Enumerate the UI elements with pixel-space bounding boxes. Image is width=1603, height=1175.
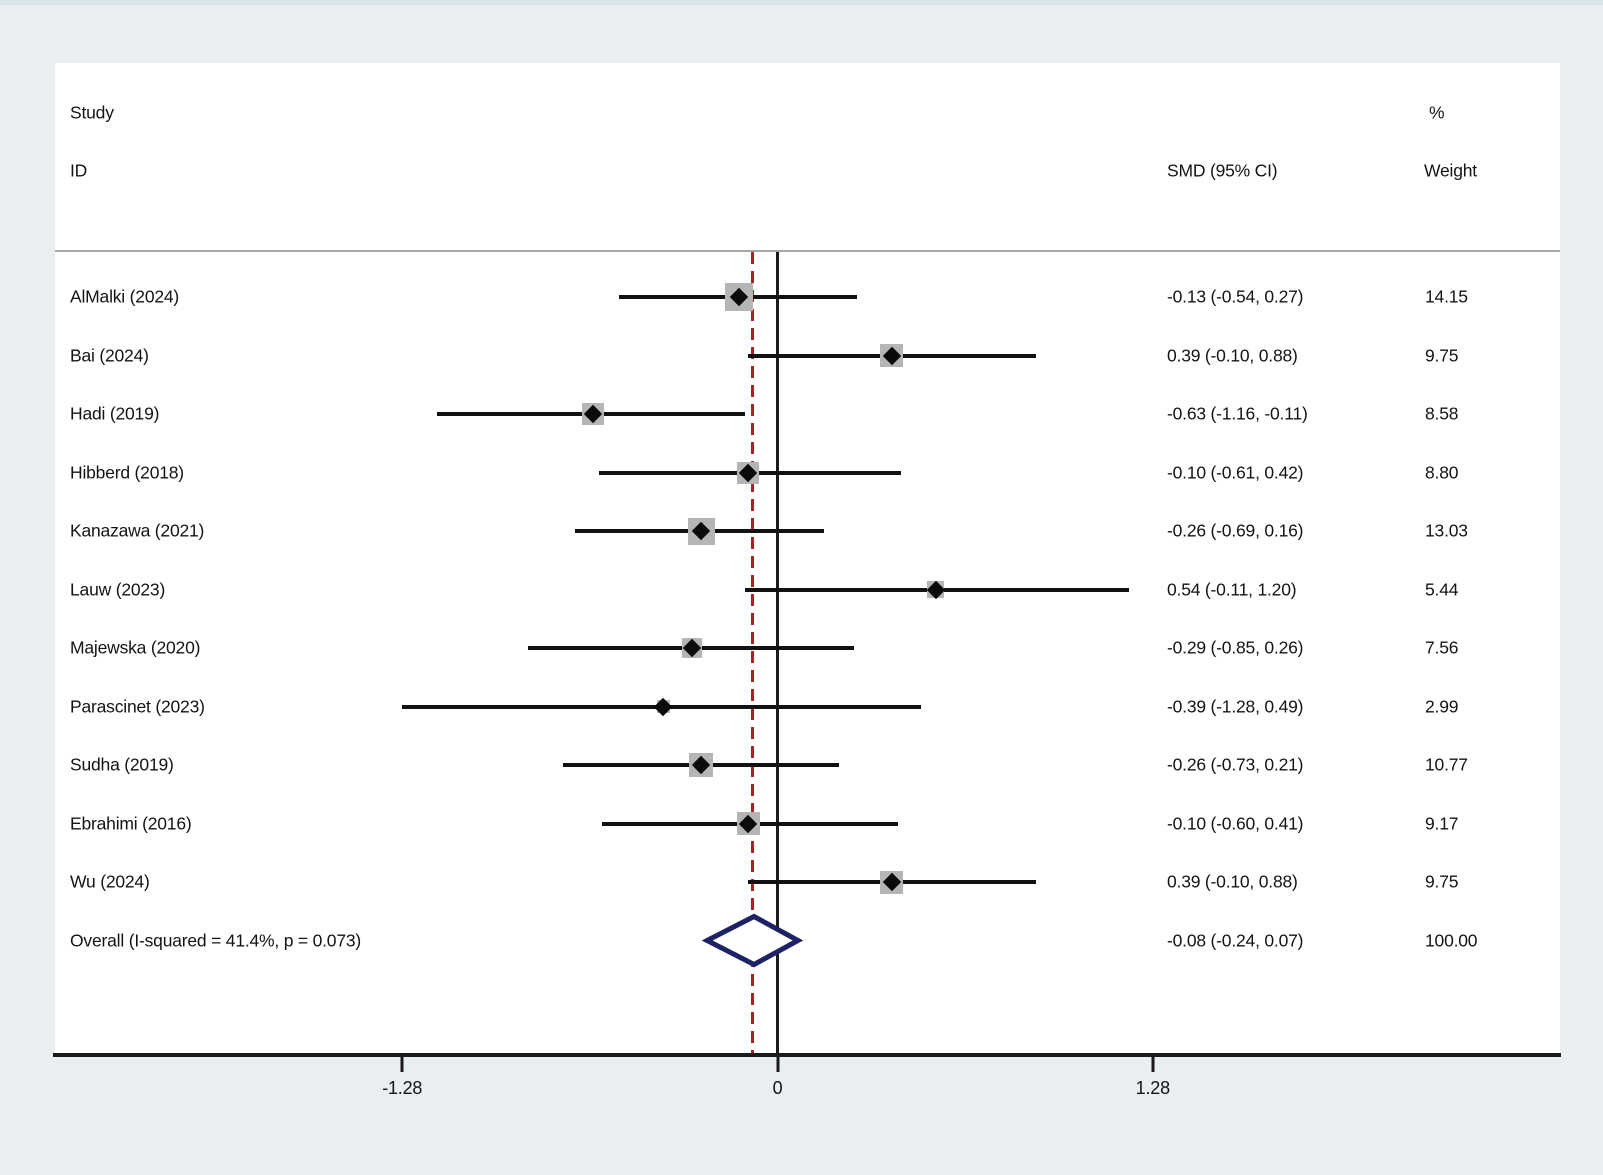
study-id-label: Sudha (2019) [70, 754, 174, 775]
study-id-label: AlMalki (2024) [70, 286, 180, 307]
weight-value: 10.77 [1425, 754, 1468, 775]
weight-value: 13.03 [1425, 520, 1468, 541]
x-axis-tick [776, 1057, 779, 1072]
smd-ci-value: -0.63 (-1.16, -0.11) [1167, 403, 1308, 424]
study-id-label: Parascinet (2023) [70, 696, 205, 716]
study-id-label: Wu (2024) [70, 871, 150, 892]
weight-value: 8.58 [1425, 403, 1459, 424]
study-id-label: Majewska (2020) [70, 637, 201, 658]
header-divider-line [55, 250, 1560, 252]
overall-label: Overall (I-squared = 41.4%, p = 0.073) [70, 930, 362, 950]
weight-value: 9.75 [1425, 871, 1459, 892]
x-axis-line [53, 1053, 1561, 1057]
column-header-percent: % [1429, 102, 1445, 123]
column-header-id: ID [70, 160, 88, 181]
weight-value: 7.56 [1425, 637, 1459, 658]
smd-ci-value: -0.29 (-0.85, 0.26) [1167, 637, 1304, 658]
x-axis-tick-label: -1.28 [382, 1078, 423, 1098]
x-axis-tick [400, 1057, 404, 1072]
smd-ci-value: -0.13 (-0.54, 0.27) [1167, 286, 1304, 307]
weight-value: 9.17 [1425, 813, 1459, 833]
column-header-smd-ci: SMD (95% CI) [1167, 160, 1278, 181]
column-header-weight: Weight [1424, 160, 1477, 181]
smd-ci-value: -0.26 (-0.73, 0.21) [1167, 754, 1304, 775]
study-id-label: Ebrahimi (2016) [70, 813, 192, 833]
column-header-study: Study [70, 102, 114, 123]
smd-ci-value: 0.39 (-0.10, 0.88) [1167, 871, 1298, 892]
x-axis-tick-label: 0 [772, 1078, 783, 1098]
smd-ci-value: -0.39 (-1.28, 0.49) [1167, 696, 1304, 716]
weight-value: 5.44 [1425, 579, 1459, 599]
smd-ci-value: -0.26 (-0.69, 0.16) [1167, 520, 1304, 541]
x-axis-tick-label: 1.28 [1135, 1078, 1170, 1098]
overall-smd-ci-value: -0.08 (-0.24, 0.07) [1167, 930, 1304, 950]
study-id-label: Hibberd (2018) [70, 462, 184, 482]
x-axis-tick [1151, 1057, 1155, 1072]
zero-reference-line [776, 252, 779, 1055]
overall-weight-value: 100.00 [1425, 930, 1478, 950]
weight-value: 2.99 [1425, 696, 1459, 716]
weight-value: 14.15 [1425, 286, 1468, 307]
study-id-label: Lauw (2023) [70, 579, 166, 599]
overall-effect-dashed-line [751, 252, 754, 1055]
plot-panel [55, 63, 1560, 1055]
figure-top-edge [0, 0, 1603, 5]
study-id-label: Kanazawa (2021) [70, 520, 205, 541]
weight-value: 8.80 [1425, 462, 1459, 482]
study-id-label: Bai (2024) [70, 345, 149, 365]
smd-ci-value: 0.39 (-0.10, 0.88) [1167, 345, 1298, 365]
smd-ci-value: -0.10 (-0.61, 0.42) [1167, 462, 1304, 482]
weight-value: 9.75 [1425, 345, 1459, 365]
smd-ci-value: -0.10 (-0.60, 0.41) [1167, 813, 1304, 833]
smd-ci-value: 0.54 (-0.11, 1.20) [1167, 579, 1297, 599]
study-id-label: Hadi (2019) [70, 403, 160, 424]
